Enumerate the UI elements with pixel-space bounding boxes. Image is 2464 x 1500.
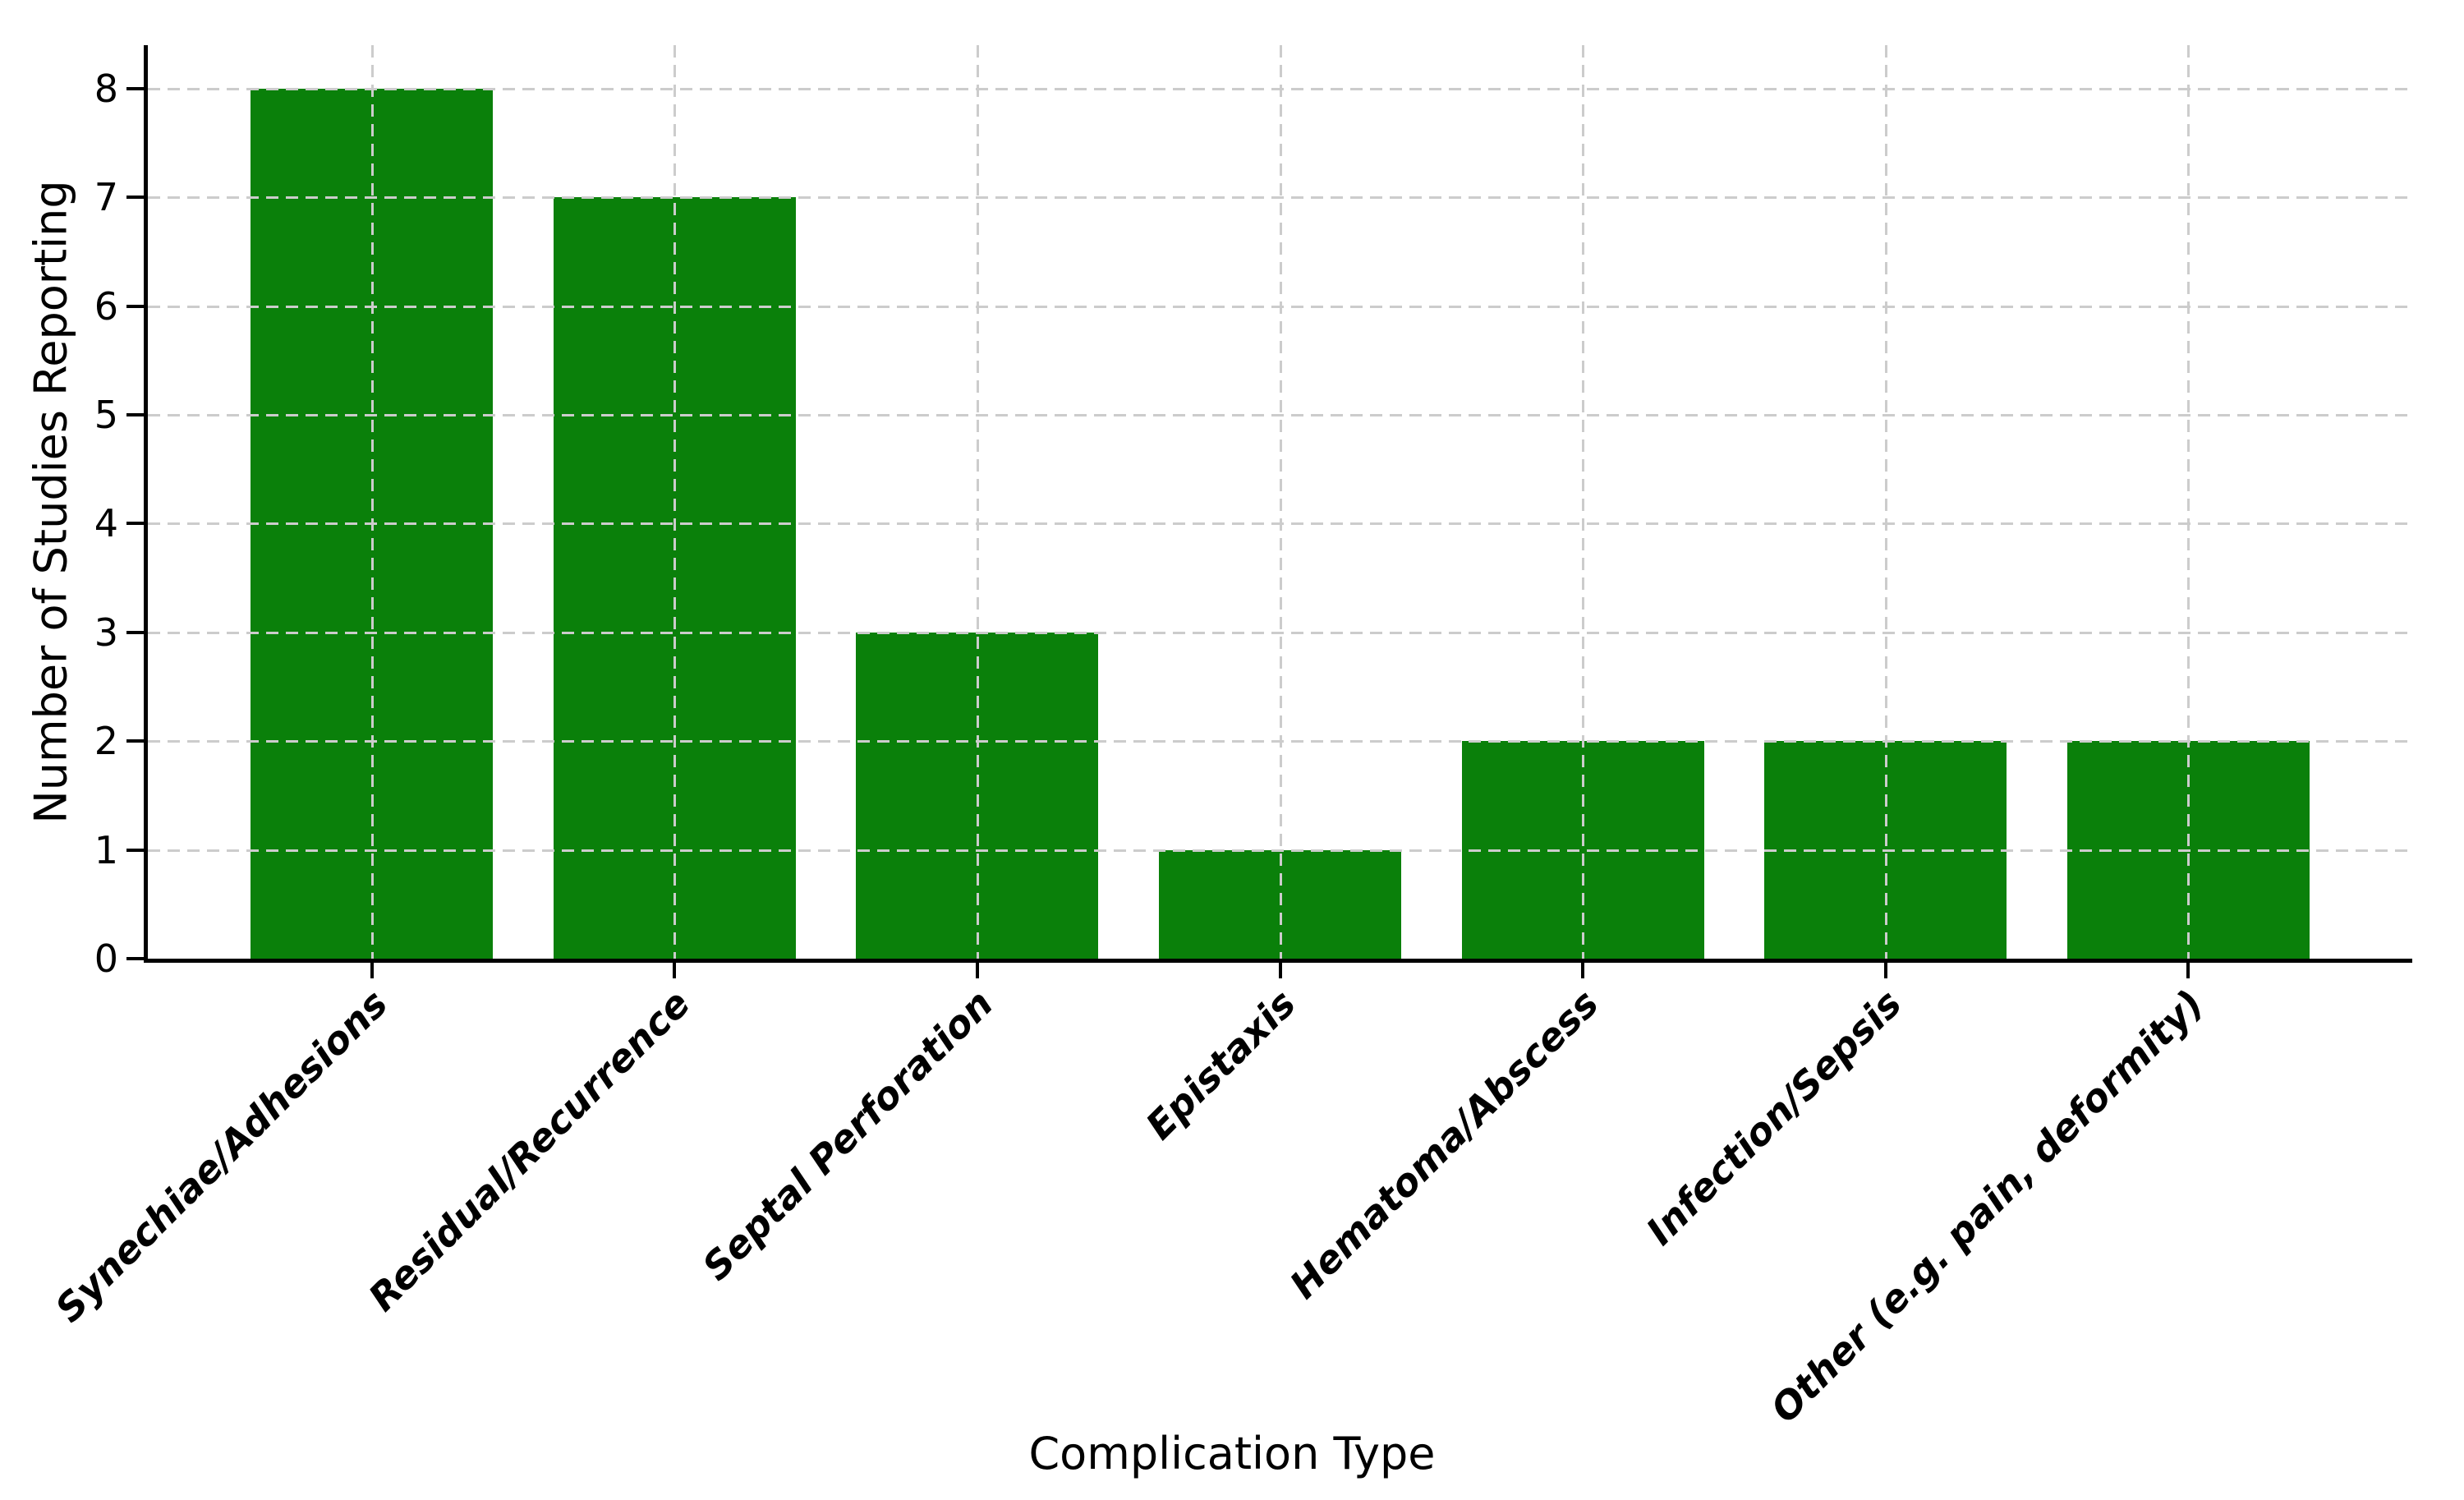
x-axis-title: Complication Type [1028,1428,1436,1479]
x-tick-4 [1581,959,1585,978]
y-axis-title: Number of Studies Reporting [25,180,77,824]
y-tick-1 [126,848,146,852]
y-tick-label-5: 5 [94,393,118,438]
y-tick-label-8: 8 [94,66,118,111]
y-tick-2 [126,739,146,743]
x-tick-label-0: Synechiae/Adhesions [46,981,397,1331]
y-tick-4 [126,522,146,526]
y-tick-7 [126,196,146,200]
y-tick-5 [126,413,146,417]
x-tick-2 [975,959,979,978]
y-tick-label-4: 4 [94,501,118,546]
x-tick-0 [370,959,374,978]
y-tick-6 [126,304,146,308]
x-tick-1 [673,959,677,978]
plot-area [148,45,2412,959]
x-tick-label-4: Hematoma/Abscess [1280,981,1607,1308]
gridline-v-1 [673,45,677,959]
gridline-v-2 [976,45,979,959]
gridline-v-4 [1582,45,1585,959]
x-tick-6 [2186,959,2190,978]
gridline-v-6 [2187,45,2190,959]
gridline-v-3 [1279,45,1282,959]
gridline-v-5 [1884,45,1887,959]
x-tick-label-3: Epistaxis [1137,981,1304,1148]
y-tick-label-0: 0 [94,936,118,981]
y-tick-label-1: 1 [94,827,118,872]
gridline-v-0 [370,45,374,959]
x-tick-label-5: Infection/Sepsis [1637,981,1910,1254]
y-tick-0 [126,957,146,960]
x-tick-5 [1883,959,1887,978]
y-tick-label-6: 6 [94,283,118,329]
y-tick-3 [126,630,146,634]
x-axis-spine [144,959,2412,963]
y-tick-label-3: 3 [94,610,118,655]
y-tick-8 [126,86,146,90]
y-tick-label-2: 2 [94,719,118,764]
x-tick-3 [1278,959,1282,978]
x-tick-label-1: Residual/Recurrence [360,981,699,1320]
y-axis-spine [144,45,148,963]
x-tick-label-2: Septal Perforation [693,981,1002,1289]
y-tick-label-7: 7 [94,175,118,220]
